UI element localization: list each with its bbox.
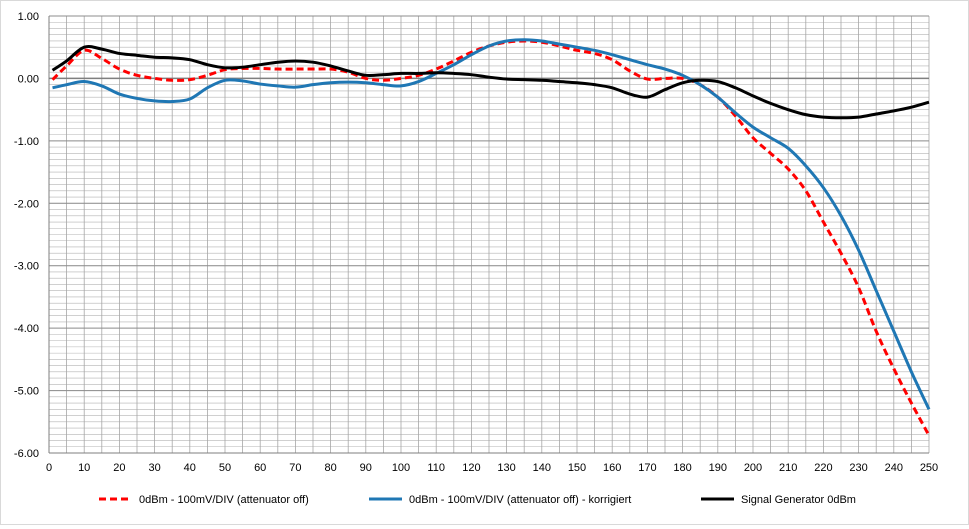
x-tick-label: 30 [148,462,160,474]
y-tick-label: -3.00 [14,261,39,273]
series-line-3 [51,45,930,120]
x-tick-label: 140 [533,462,551,474]
x-tick-label: 100 [392,462,410,474]
x-tick-label: 220 [814,462,832,474]
x-tick-label: 50 [219,462,231,474]
x-tick-label: 0 [46,462,52,474]
x-tick-label: 160 [603,462,621,474]
y-tick-label: -6.00 [14,448,39,460]
x-tick-label: 80 [324,462,336,474]
x-tick-label: 170 [638,462,656,474]
legend-label-1: 0dBm - 100mV/DIV (attenuator off) [139,494,309,506]
x-tick-label: 190 [709,462,727,474]
x-tick-label: 240 [885,462,903,474]
x-tick-label: 230 [849,462,867,474]
x-tick-label: 40 [184,462,196,474]
y-tick-label: 0.00 [18,73,39,85]
x-tick-label: 60 [254,462,266,474]
x-tick-label: 210 [779,462,797,474]
x-tick-label: 250 [920,462,938,474]
series-line-2 [52,38,931,410]
series-lines [51,38,931,437]
x-tick-label: 120 [462,462,480,474]
x-tick-label: 180 [673,462,691,474]
x-tick-label: 10 [78,462,90,474]
x-tick-label: 20 [113,462,125,474]
legend-label-3: Signal Generator 0dBm [741,494,856,506]
y-tick-label: -5.00 [14,386,39,398]
legend-label-2: 0dBm - 100mV/DIV (attenuator off) - korr… [409,494,631,506]
x-tick-label: 110 [427,462,445,474]
y-tick-label: -2.00 [14,198,39,210]
axes: 1.00 0.00 -1.00 -2.00 -3.00 -4.00 -5.00 -6.00 0 1… [14,11,938,474]
x-tick-label: 90 [360,462,372,474]
legend: 0dBm - 100mV/DIV (attenuator off) 0dBm - … [99,494,856,506]
y-tick-label: -1.00 [14,136,39,148]
y-tick-label: 1.00 [18,11,39,23]
x-tick-label: 130 [497,462,515,474]
x-tick-label: 150 [568,462,586,474]
x-tick-label: 200 [744,462,762,474]
y-tick-label: -4.00 [14,323,39,335]
x-tick-label: 70 [289,462,301,474]
